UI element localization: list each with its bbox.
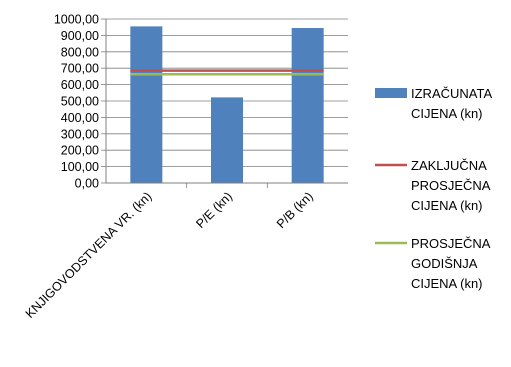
axes bbox=[105, 19, 348, 188]
y-tick-label: 900,00 bbox=[61, 29, 99, 43]
legend-label: GODIŠNJA bbox=[411, 256, 478, 271]
bar bbox=[291, 28, 324, 183]
bars bbox=[130, 26, 324, 183]
legend-swatch bbox=[375, 88, 407, 98]
legend-label: PROSJEČNA bbox=[411, 236, 491, 251]
y-tick-label: 700,00 bbox=[61, 62, 99, 76]
x-category-label: KNJIGOVODSTVENA VR. (kn) bbox=[23, 189, 155, 321]
y-tick-label: 500,00 bbox=[61, 95, 99, 109]
y-tick-label: 300,00 bbox=[61, 127, 99, 141]
legend-label: ZAKLJUČNA bbox=[411, 158, 487, 173]
x-category-labels: KNJIGOVODSTVENA VR. (kn) P/E (kn) P/B (kn) bbox=[23, 189, 316, 321]
legend-label: CIJENA (kn) bbox=[411, 276, 483, 291]
y-tick-label: 400,00 bbox=[61, 111, 99, 125]
reference-lines bbox=[130, 69, 324, 76]
x-category-label: P/E (kn) bbox=[193, 189, 235, 231]
y-tick-label: 1000,00 bbox=[54, 13, 99, 27]
bar bbox=[130, 26, 163, 183]
legend-label: CIJENA (kn) bbox=[411, 198, 483, 213]
y-tick-label: 200,00 bbox=[61, 144, 99, 158]
y-tick-labels: 0,00 100,00 200,00 300,00 400,00 500,00 600,00… bbox=[54, 13, 99, 191]
y-tick-label: 600,00 bbox=[61, 78, 99, 92]
y-tick-label: 0,00 bbox=[75, 177, 99, 191]
legend-label: CIJENA (kn) bbox=[411, 106, 483, 121]
bar bbox=[211, 97, 243, 183]
legend-label: PROSJEČNA bbox=[411, 178, 491, 193]
x-category-label: P/B (kn) bbox=[274, 189, 316, 231]
legend-label: IZRAČUNATA bbox=[411, 86, 492, 101]
y-tick-label: 800,00 bbox=[61, 45, 99, 59]
legend: IZRAČUNATA CIJENA (kn) ZAKLJUČNA PROSJEČNA C… bbox=[375, 86, 492, 291]
y-tick-label: 100,00 bbox=[61, 160, 99, 174]
